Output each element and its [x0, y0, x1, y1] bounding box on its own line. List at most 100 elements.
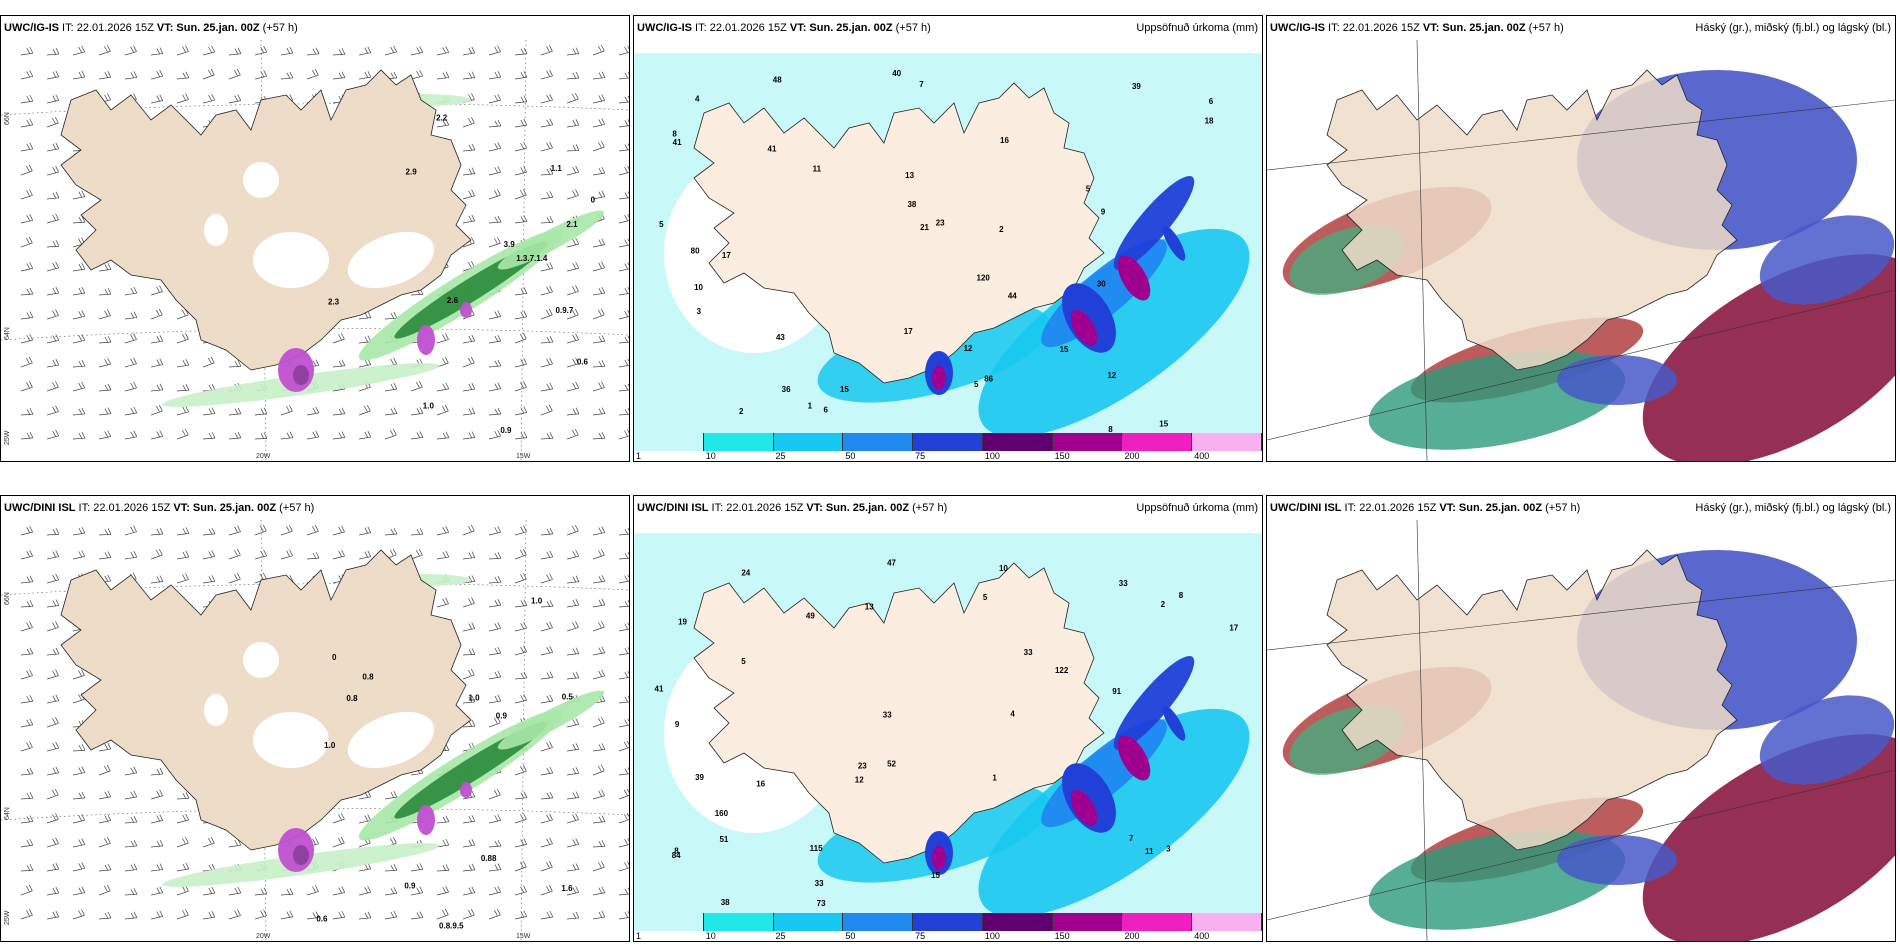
colorbar-tick: 150	[1054, 451, 1070, 461]
value-label: 36	[782, 385, 791, 394]
colorbar-swatch	[843, 433, 914, 451]
init-time: IT: 22.01.2026 15Z	[75, 502, 174, 514]
value-label: 0	[332, 653, 337, 662]
value-label: 2.2	[436, 114, 448, 123]
value-label: 15	[1060, 345, 1069, 354]
value-label: 49	[806, 611, 815, 620]
value-label: 2.6	[447, 296, 459, 305]
value-label: 38	[721, 898, 730, 907]
value-label: 39	[695, 773, 704, 782]
colorbar-tick: 25	[775, 931, 786, 941]
precip-colorbar: 1 10 25 50 75 100 150 200 400	[634, 433, 1262, 461]
value-label: 8	[674, 846, 679, 855]
low-cloud	[1557, 355, 1677, 405]
value-label: 13	[865, 602, 874, 611]
map-canvas	[1267, 40, 1895, 461]
value-label: 52	[887, 759, 896, 768]
value-label: 160	[715, 809, 729, 818]
colorbar-swatch	[1052, 433, 1123, 451]
colorbar-tick: 50	[845, 451, 856, 461]
value-label: 1.0	[468, 694, 480, 703]
value-label: 16	[756, 779, 765, 788]
precip-map-top: UWC/IG-IS IT: 22.01.2026 15Z VT: Sun. 25…	[633, 15, 1263, 462]
value-label: 44	[1008, 292, 1017, 301]
lead-time: (+57 h)	[892, 22, 931, 34]
panel-header: UWC/DINI ISL IT: 22.01.2026 15Z VT: Sun.…	[1267, 496, 1895, 520]
value-label: 7	[919, 80, 924, 89]
value-label: 1.0	[423, 401, 435, 410]
field-title: Háský (gr.), miðský (fj.bl.) og lágský (…	[1695, 502, 1891, 514]
value-label: 86	[984, 374, 993, 383]
value-label: 0.6	[577, 358, 589, 367]
init-time: IT: 22.01.2026 15Z	[59, 22, 157, 34]
low-cloud	[1557, 835, 1677, 885]
axis-label: 66N	[4, 592, 11, 605]
iceland-landmass	[1326, 549, 1738, 851]
model-name: UWC/DINI ISL	[637, 502, 709, 514]
colorbar-swatch	[913, 433, 983, 451]
value-label: 115	[810, 844, 823, 853]
value-label: 0.88	[481, 854, 497, 863]
value-label: 2	[999, 225, 1004, 234]
colorbar-tick: 10	[705, 931, 716, 941]
model-name: UWC/IG-IS	[637, 22, 692, 34]
precip-core	[1070, 309, 1098, 347]
value-label: 17	[1229, 623, 1238, 632]
value-label: 7	[1129, 834, 1134, 843]
value-label: 15	[931, 871, 940, 880]
map-canvas	[1267, 520, 1895, 941]
value-label: 51	[719, 835, 728, 844]
colorbar-swatch	[773, 433, 844, 451]
glacier	[204, 214, 228, 246]
high-cloud	[1642, 254, 1895, 461]
axis-label: 64N	[4, 327, 11, 340]
heavy-snow-core	[460, 782, 472, 798]
value-label: 4	[1010, 709, 1015, 718]
value-label: 33	[1024, 648, 1033, 657]
value-label: 3	[697, 307, 702, 316]
colorbar-tick: 100	[984, 931, 1000, 941]
colorbar-swatch	[703, 433, 774, 451]
lead-time: (+57 h)	[1542, 502, 1581, 514]
low-cloud	[1759, 215, 1895, 305]
model-name: UWC/DINI ISL	[4, 502, 76, 514]
value-label: 1	[808, 401, 813, 410]
axis-label: 20W	[256, 453, 271, 460]
value-label: 0.9	[496, 711, 508, 720]
value-label: 41	[768, 145, 777, 154]
model-name: UWC/IG-IS	[4, 22, 59, 34]
value-label: 3	[1166, 844, 1171, 853]
precip-core	[932, 366, 946, 390]
value-label: 16	[1000, 136, 1009, 145]
value-label: 6	[824, 406, 829, 415]
axis-label: 25W	[4, 430, 11, 445]
model-name: UWC/DINI ISL	[1270, 502, 1342, 514]
value-labels: 0.88 1.0 0.5 0.9 1.6 0 0.8 1.0 0.8.9.5 1.0 0.8 0.6 0…	[316, 596, 573, 930]
value-label: 9	[1101, 207, 1106, 216]
value-label: 17	[904, 327, 913, 336]
value-label: 19	[678, 617, 687, 626]
panel-header: UWC/IG-IS IT: 22.01.2026 15Z VT: Sun. 25…	[1, 16, 629, 40]
iceland-landmass	[1326, 69, 1738, 371]
value-label: 10	[999, 564, 1008, 573]
value-label: 10	[694, 283, 703, 292]
axis-label: 64N	[4, 807, 11, 820]
colorbar-swatch	[773, 913, 844, 931]
snow-band-light	[497, 210, 605, 270]
cloud-map-top: UWC/IG-IS IT: 22.01.2026 15Z VT: Sun. 25…	[1266, 15, 1896, 462]
glacier	[243, 642, 279, 678]
value-label: 2	[1161, 600, 1166, 609]
value-label: 5	[1086, 184, 1091, 193]
colorbar-tick: 400	[1194, 931, 1210, 941]
precip-core	[1162, 705, 1186, 741]
init-time: IT: 22.01.2026 15Z	[692, 22, 790, 34]
value-label: 122	[1055, 666, 1069, 675]
value-label: 12	[855, 776, 864, 785]
colorbar-swatch	[982, 433, 1053, 451]
colorbar-swatch	[634, 913, 704, 931]
panel-header: UWC/DINI ISL IT: 22.01.2026 15Z VT: Sun.…	[1, 496, 629, 520]
boundary-lines	[1267, 40, 1895, 461]
low-cloud	[1759, 695, 1895, 785]
value-label: 73	[817, 899, 826, 908]
value-label: 1	[992, 773, 997, 782]
